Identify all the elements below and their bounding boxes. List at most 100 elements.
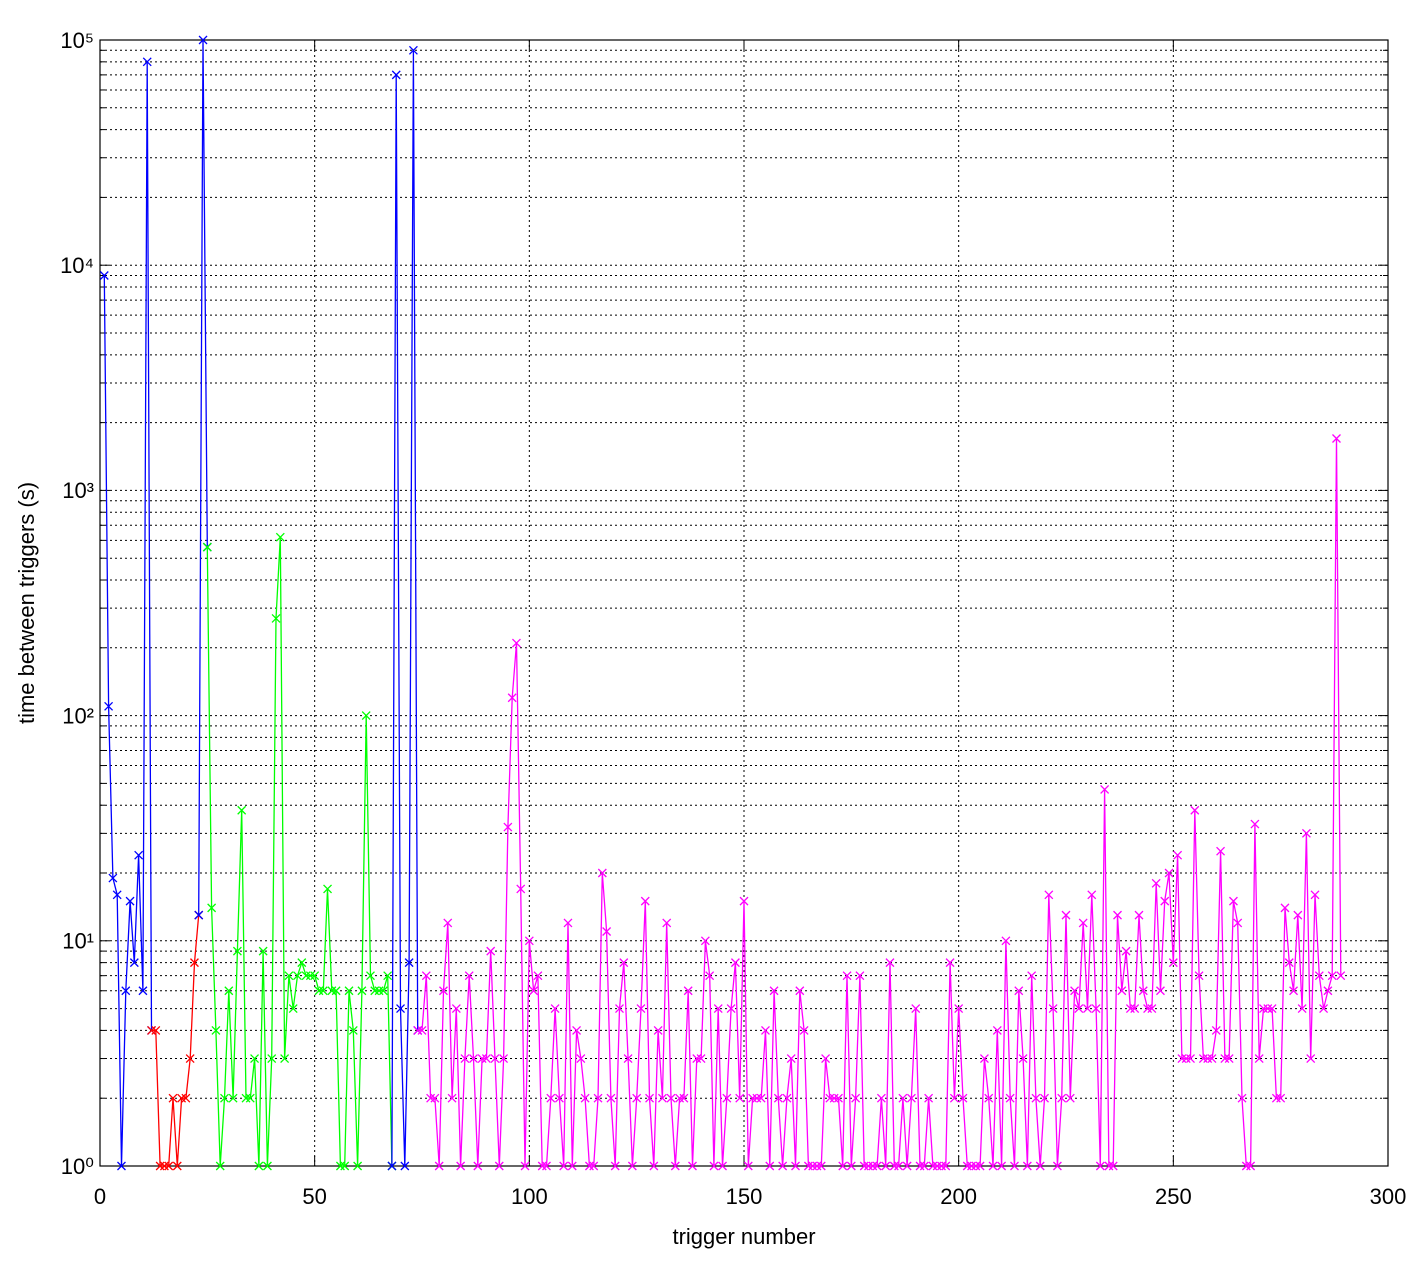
marker bbox=[366, 971, 375, 981]
marker bbox=[1203, 1054, 1213, 1064]
marker bbox=[1125, 1004, 1135, 1014]
marker bbox=[675, 1093, 685, 1103]
marker bbox=[331, 986, 341, 996]
marker bbox=[688, 1161, 697, 1171]
x-tick-label: 150 bbox=[726, 1184, 763, 1209]
marker bbox=[151, 1025, 161, 1035]
marker bbox=[572, 1025, 582, 1035]
marker bbox=[211, 1025, 221, 1035]
marker bbox=[1164, 868, 1174, 878]
marker bbox=[129, 958, 139, 968]
marker bbox=[537, 1161, 547, 1171]
marker bbox=[988, 1161, 998, 1171]
marker bbox=[971, 1161, 981, 1171]
marker bbox=[602, 927, 612, 936]
marker bbox=[250, 1054, 260, 1064]
marker bbox=[1207, 1054, 1217, 1064]
marker bbox=[593, 1093, 603, 1103]
marker bbox=[142, 57, 152, 67]
marker bbox=[722, 1093, 732, 1103]
marker bbox=[795, 986, 805, 996]
marker bbox=[1246, 1161, 1256, 1171]
marker bbox=[1044, 890, 1054, 900]
marker bbox=[550, 1004, 560, 1014]
marker bbox=[726, 1004, 736, 1014]
marker bbox=[700, 936, 710, 946]
marker bbox=[529, 986, 539, 996]
marker bbox=[855, 971, 865, 981]
marker bbox=[473, 1161, 483, 1171]
marker bbox=[301, 971, 311, 981]
marker bbox=[404, 958, 414, 968]
marker bbox=[911, 1004, 921, 1014]
marker bbox=[477, 1054, 487, 1064]
marker bbox=[868, 1161, 878, 1171]
marker bbox=[696, 1054, 706, 1064]
marker bbox=[554, 1093, 564, 1103]
marker bbox=[1048, 1004, 1058, 1014]
marker bbox=[524, 936, 534, 946]
marker bbox=[1061, 910, 1071, 920]
marker bbox=[391, 70, 401, 80]
marker bbox=[1336, 971, 1346, 981]
marker bbox=[1301, 828, 1311, 838]
marker bbox=[962, 1161, 972, 1171]
marker bbox=[1211, 1025, 1221, 1035]
marker bbox=[318, 986, 328, 996]
marker bbox=[765, 1161, 775, 1171]
marker bbox=[1241, 1161, 1251, 1171]
marker bbox=[1160, 896, 1170, 906]
marker bbox=[1259, 1004, 1268, 1014]
marker bbox=[1198, 1054, 1208, 1064]
y-tick-label: 10³ bbox=[62, 478, 94, 503]
marker bbox=[1332, 434, 1341, 443]
marker bbox=[451, 1004, 461, 1014]
marker bbox=[1027, 971, 1037, 981]
marker bbox=[417, 1025, 427, 1035]
marker bbox=[159, 1161, 169, 1171]
marker bbox=[666, 1093, 676, 1103]
marker bbox=[1233, 918, 1243, 928]
marker bbox=[1224, 1054, 1234, 1064]
marker bbox=[610, 1161, 620, 1171]
marker bbox=[1130, 1004, 1140, 1014]
marker bbox=[949, 1093, 959, 1103]
marker bbox=[220, 1093, 229, 1103]
marker bbox=[825, 1093, 835, 1103]
marker bbox=[499, 1054, 509, 1064]
marker bbox=[134, 850, 144, 860]
marker bbox=[267, 1054, 277, 1064]
marker bbox=[975, 1161, 985, 1171]
marker bbox=[842, 971, 852, 981]
marker bbox=[1031, 1093, 1041, 1103]
marker bbox=[816, 1161, 826, 1171]
x-tick-label: 300 bbox=[1370, 1184, 1407, 1209]
marker bbox=[275, 532, 285, 542]
marker bbox=[1113, 910, 1122, 920]
marker bbox=[1151, 878, 1161, 888]
marker bbox=[408, 45, 418, 55]
marker bbox=[915, 1161, 925, 1171]
marker bbox=[189, 958, 199, 968]
marker bbox=[1022, 1161, 1032, 1171]
marker bbox=[1143, 1004, 1153, 1014]
y-tick-label: 10² bbox=[62, 703, 94, 728]
marker bbox=[108, 873, 118, 883]
marker bbox=[439, 986, 448, 996]
marker bbox=[370, 986, 380, 996]
marker bbox=[546, 1093, 556, 1103]
marker bbox=[293, 971, 302, 981]
marker bbox=[1271, 1093, 1281, 1103]
x-tick-label: 100 bbox=[511, 1184, 548, 1209]
marker bbox=[533, 971, 543, 981]
y-axis-label: time between triggers (s) bbox=[14, 482, 39, 724]
marker bbox=[799, 1025, 809, 1035]
marker bbox=[954, 1004, 964, 1014]
marker bbox=[430, 1093, 440, 1103]
marker bbox=[967, 1161, 977, 1171]
marker bbox=[181, 1093, 191, 1103]
marker bbox=[941, 1161, 951, 1171]
marker bbox=[864, 1161, 873, 1171]
marker bbox=[1263, 1004, 1273, 1014]
